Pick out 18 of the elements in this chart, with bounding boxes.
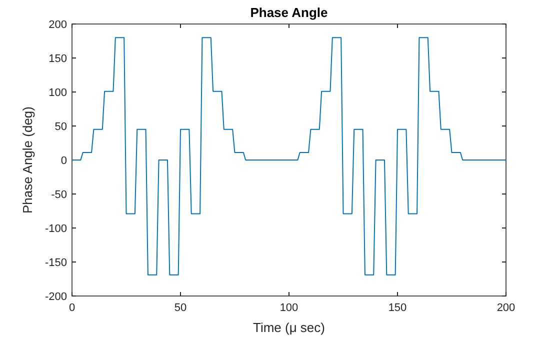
x-tick-label: 100 — [280, 302, 298, 314]
y-tick-label: 0 — [60, 154, 67, 167]
y-tick-label: -200 — [44, 290, 67, 303]
y-axis-title: Phase Angle (deg) — [20, 106, 35, 214]
y-tick-label: 200 — [48, 18, 67, 31]
line-series — [72, 37, 506, 276]
y-tick-label: 100 — [48, 86, 67, 99]
x-tick-label: 0 — [68, 302, 76, 314]
x-tick-label: 200 — [496, 302, 516, 314]
y-tick-label: -100 — [44, 222, 67, 235]
y-tick-label: 150 — [48, 52, 67, 65]
chart-title: Phase Angle — [250, 5, 328, 20]
x-tick-label: 150 — [388, 302, 407, 314]
y-tick-label: -150 — [44, 256, 67, 269]
y-tick-label: 50 — [54, 120, 67, 133]
x-tick-label: 50 — [174, 302, 187, 314]
y-tick-label: -50 — [51, 188, 67, 201]
x-axis-title: Time (μ sec) — [252, 320, 326, 335]
